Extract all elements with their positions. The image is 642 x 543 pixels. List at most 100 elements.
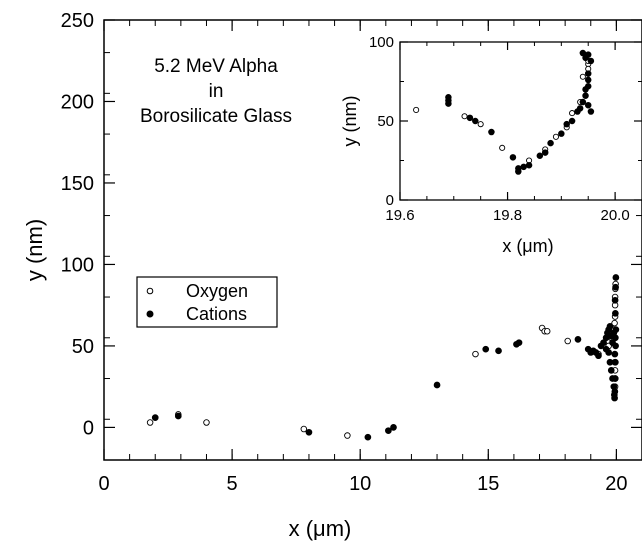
- legend-marker-cations: [146, 310, 154, 318]
- main-x-tick-label: 5: [227, 473, 238, 495]
- inset-point-cations: [466, 114, 474, 122]
- main-point-cations: [174, 412, 182, 420]
- main-y-tick-label: 150: [61, 173, 94, 195]
- main-point-oxygen: [564, 337, 571, 345]
- inset-point-oxygen: [499, 144, 506, 151]
- annotation-line-3: Borosilicate Glass: [140, 106, 292, 127]
- inset-ticks: [399, 41, 642, 201]
- inset-x-tick-label: 19.6: [385, 207, 414, 224]
- legend-box: [136, 276, 278, 328]
- inset-point-cations: [472, 117, 479, 125]
- main-point-cations: [151, 414, 159, 421]
- inset-point-oxygen: [413, 106, 420, 113]
- main-point-cations: [612, 334, 619, 342]
- main-point-cations: [364, 433, 372, 441]
- main-y-tick-label: 100: [61, 254, 94, 276]
- main-point-oxygen: [344, 432, 351, 439]
- inset-chart: 19.6 19.8 20.0 0 50 100 x (μm) y (nm): [340, 34, 642, 256]
- inset-point-oxygen: [461, 113, 468, 120]
- inset-point-cations: [584, 76, 592, 84]
- main-point-cations: [611, 375, 619, 382]
- main-point-cations: [611, 394, 618, 402]
- main-y-axis-label: y (nm): [22, 219, 47, 281]
- inset-point-cations: [520, 163, 527, 171]
- inset-background: [400, 42, 642, 200]
- main-point-cations: [606, 358, 614, 366]
- main-point-cations: [385, 427, 392, 435]
- annotation-line-2: in: [209, 81, 224, 102]
- inset-y-tick-label: 50: [377, 113, 394, 130]
- main-y-tick-label: 50: [72, 336, 94, 358]
- main-y-tick-label: 0: [83, 417, 94, 439]
- main-point-cations: [482, 345, 490, 353]
- main-point-cations: [595, 352, 602, 360]
- main-point-cations: [611, 350, 619, 358]
- main-y-tick-label: 200: [61, 91, 94, 113]
- main-point-cations: [390, 424, 397, 431]
- inset-point-oxygen: [579, 73, 586, 80]
- inset-x-tick-label: 20.0: [601, 207, 630, 224]
- inset-point-cations: [541, 149, 549, 156]
- inset-x-axis-label: x (μm): [502, 236, 553, 256]
- main-point-oxygen: [611, 319, 618, 327]
- inset-point-cations: [579, 98, 587, 106]
- main-point-cations: [606, 323, 614, 330]
- main-point-cations: [433, 381, 441, 389]
- main-x-tick-label: 15: [477, 473, 499, 495]
- inset-point-cations: [584, 82, 592, 90]
- main-point-oxygen: [300, 425, 308, 433]
- main-point-cations: [612, 342, 619, 350]
- legend-label-oxygen: Oxygen: [186, 281, 248, 301]
- inset-point-cations: [558, 130, 565, 137]
- main-point-oxygen: [146, 419, 154, 426]
- main-point-cations: [495, 347, 502, 355]
- main-point-cations: [612, 326, 620, 333]
- inset-point-oxygen: [552, 133, 560, 140]
- inset-point-oxygen: [477, 121, 484, 128]
- inset-point-cations: [584, 70, 592, 77]
- inset-tick-labels: 19.6 19.8 20.0 0 50 100: [369, 34, 630, 224]
- inset-point-oxygen: [569, 110, 576, 117]
- inset-point-cations: [582, 92, 589, 99]
- main-point-cations: [612, 283, 619, 291]
- inset-y-tick-label: 100: [369, 34, 394, 51]
- inset-point-cations: [445, 94, 452, 101]
- inset-scatter-points: [413, 49, 595, 175]
- inset-point-cations: [587, 108, 595, 115]
- main-point-cations: [574, 336, 582, 343]
- inset-point-cations: [547, 139, 554, 147]
- main-y-tick-label: 250: [61, 10, 94, 32]
- main-plot-frame: [103, 19, 642, 461]
- main-point-cations: [612, 274, 620, 281]
- main-point-cations: [305, 428, 313, 436]
- inset-point-cations: [587, 57, 595, 65]
- legend: Oxygen Cations: [136, 276, 278, 328]
- inset-point-cations: [568, 117, 576, 125]
- main-scatter-points: [146, 274, 620, 441]
- annotation-line-1: 5.2 MeV Alpha: [154, 56, 278, 77]
- main-point-cations: [607, 367, 615, 374]
- main-point-cations: [605, 349, 613, 356]
- main-point-oxygen: [472, 350, 479, 358]
- main-point-cations: [611, 388, 619, 395]
- main-point-oxygen: [203, 419, 210, 426]
- inset-point-cations: [525, 161, 533, 169]
- main-point-cations: [612, 309, 619, 317]
- inset-point-cations: [515, 165, 522, 172]
- main-point-oxygen: [543, 328, 551, 335]
- main-point-cations: [611, 296, 619, 304]
- inset-point-cations: [584, 51, 592, 58]
- main-x-tick-label: 0: [98, 473, 109, 495]
- inset-point-cations: [584, 101, 592, 109]
- legend-label-cations: Cations: [186, 304, 247, 324]
- inset-x-tick-label: 19.8: [493, 207, 522, 224]
- inset-point-cations: [579, 49, 587, 57]
- main-point-cations: [612, 358, 619, 366]
- inset-point-cations: [576, 105, 584, 112]
- main-x-tick-label: 20: [605, 473, 627, 495]
- main-x-axis-label: x (μm): [289, 516, 352, 541]
- inset-y-axis-label: y (nm): [340, 96, 360, 147]
- inset-point-cations: [488, 128, 495, 136]
